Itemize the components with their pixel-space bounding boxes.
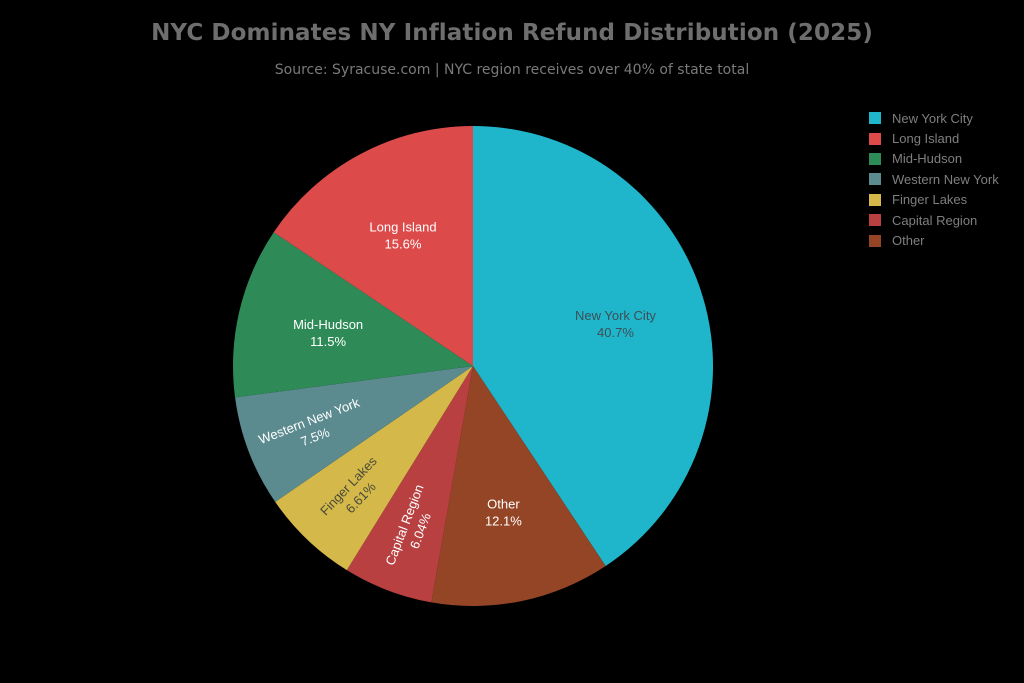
legend-label: Finger Lakes	[892, 192, 968, 208]
svg-text:Mid-Hudson: Mid-Hudson	[293, 317, 363, 332]
legend-item[interactable]: Long Island	[869, 128, 999, 148]
svg-text:15.6%: 15.6%	[385, 237, 422, 252]
svg-text:12.1%: 12.1%	[485, 514, 522, 529]
legend-label: Capital Region	[892, 212, 978, 228]
pie-slice-finger-lakes[interactable]	[275, 366, 473, 571]
legend-label: New York City	[892, 110, 973, 126]
legend-swatch	[869, 152, 881, 165]
legend-item[interactable]: Western New York	[869, 169, 999, 189]
pie-slice-other[interactable]	[431, 366, 606, 606]
legend-item[interactable]: Capital Region	[869, 210, 999, 230]
svg-text:40.7%: 40.7%	[597, 325, 634, 340]
slice-label: Mid-Hudson 11.5%	[293, 317, 363, 349]
slice-label: New York City 40.7%	[575, 308, 656, 340]
slice-label: Long Island 15.6%	[369, 220, 436, 252]
pie-slice-capital-region[interactable]	[346, 366, 473, 603]
legend-item[interactable]: Finger Lakes	[869, 190, 999, 210]
legend-label: Western New York	[892, 171, 999, 187]
pie-slice-long-island[interactable]	[273, 126, 473, 366]
legend-label: Long Island	[892, 131, 960, 147]
pie-slice-mid-hudson[interactable]	[233, 232, 473, 398]
slice-label: Other 12.1%	[485, 497, 522, 529]
svg-text:11.5%: 11.5%	[310, 334, 346, 349]
chart-title: NYC Dominates NY Inflation Refund Distri…	[151, 20, 873, 46]
svg-text:New York City: New York City	[575, 308, 656, 323]
legend: New York City Long Island Mid-Hudson Wester…	[869, 108, 999, 251]
legend-item[interactable]: Other	[869, 230, 999, 250]
legend-swatch	[869, 214, 881, 227]
pie-slice-western-new-york[interactable]	[235, 366, 473, 502]
legend-swatch	[869, 173, 881, 186]
legend-swatch	[869, 112, 881, 125]
legend-item[interactable]: Mid-Hudson	[869, 149, 999, 169]
svg-text:Long Island: Long Island	[369, 220, 436, 235]
legend-label: Other	[892, 233, 925, 249]
chart-subtitle: Source: Syracuse.com | NYC region receiv…	[274, 62, 750, 78]
svg-text:Other: Other	[487, 497, 520, 512]
legend-label: Mid-Hudson	[892, 151, 963, 167]
legend-item[interactable]: New York City	[869, 108, 999, 128]
pie-slice-new-york-city[interactable]	[473, 126, 714, 567]
legend-swatch	[869, 193, 881, 206]
legend-swatch	[869, 234, 881, 247]
legend-swatch	[869, 132, 881, 145]
